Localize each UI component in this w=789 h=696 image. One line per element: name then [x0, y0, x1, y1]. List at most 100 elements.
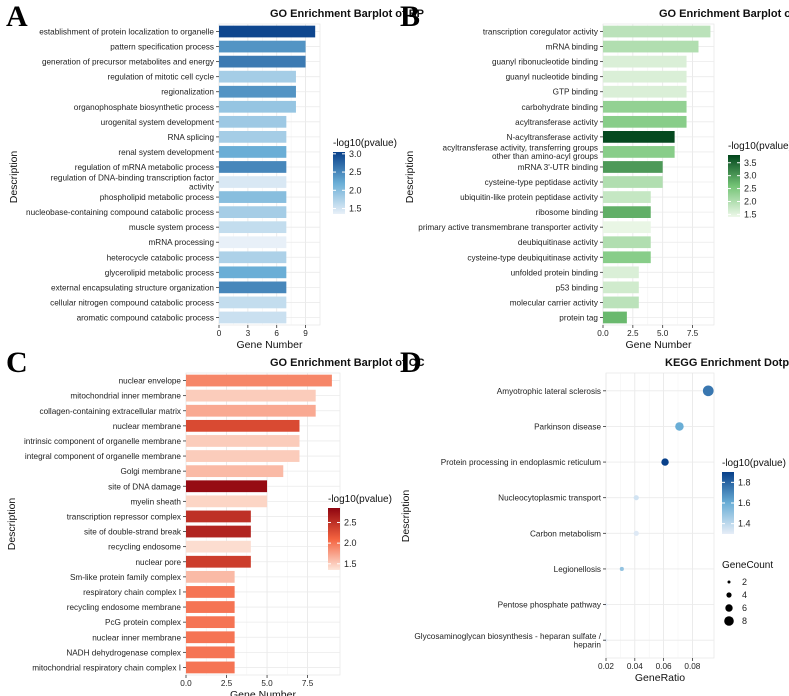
dot — [702, 385, 714, 397]
y-axis-title: Description — [8, 151, 20, 204]
bar — [603, 115, 687, 128]
bar — [186, 510, 251, 523]
bar — [186, 374, 332, 387]
bar — [219, 115, 287, 128]
x-axis-title: Gene Number — [626, 339, 692, 351]
category-label: acyltransferase activity — [515, 118, 599, 127]
category-label: carbohydrate binding — [522, 103, 599, 112]
bar — [603, 206, 651, 218]
bar — [603, 191, 651, 203]
dot — [633, 495, 639, 501]
size-legend-label: 4 — [742, 590, 747, 600]
category-label: Sm-like protein family complex — [70, 573, 181, 582]
bar — [603, 25, 711, 38]
panel-d: D KEGG Enrichment Dotplot 0.02 0.04 0.06 0.08… — [400, 346, 789, 684]
bar — [603, 100, 687, 113]
bar — [186, 631, 235, 644]
category-label: mitochondrial respiratory chain complex … — [32, 663, 181, 672]
legend-tick-label: 3.0 — [349, 149, 362, 159]
x-tick-label: 0.06 — [656, 662, 672, 671]
category-label: ubiquitin-like protein peptidase activit… — [460, 193, 599, 202]
category-label: recycling endosome — [108, 543, 181, 552]
bar — [603, 146, 675, 158]
category-label: Parkinson disease — [534, 422, 601, 431]
category-label: acyltransferase activity, transferring g… — [443, 144, 598, 153]
x-tick-label: 9 — [303, 329, 308, 338]
category-label: guanyl ribonucleotide binding — [492, 58, 599, 67]
legend-colorbar — [728, 155, 740, 217]
bar — [603, 251, 651, 264]
panel-label: D — [400, 346, 422, 379]
legend-tick-label: 1.5 — [349, 204, 362, 214]
category-label: phospholipid metabolic process — [100, 193, 214, 202]
y-axis-title: Description — [404, 151, 416, 204]
category-label: regulation of mRNA metabolic process — [75, 163, 214, 172]
category-label: cellular nitrogen compound catabolic pro… — [50, 298, 214, 307]
x-tick-label: 2.5 — [627, 329, 639, 338]
category-label: mRNA 3'-UTR binding — [518, 163, 599, 172]
size-legend-label: 8 — [742, 616, 747, 626]
category-label: Protein processing in endoplasmic reticu… — [441, 458, 601, 467]
plot-background — [185, 372, 341, 676]
category-label: NADH dehydrogenase complex — [66, 648, 181, 657]
bar — [603, 176, 663, 188]
panel-b: B GO Enrichment Barplot of MF 0.0 2.5 5.0 7.5… — [400, 0, 789, 351]
dot — [619, 566, 624, 571]
category-label: RNA splicing — [168, 133, 215, 142]
bar — [219, 100, 296, 113]
category-label: Carbon metabolism — [530, 529, 601, 538]
bar — [219, 176, 287, 188]
plot-background — [218, 23, 321, 326]
category-label: urogenital system development — [101, 118, 215, 127]
bar — [186, 661, 235, 674]
category-label: transcription coregulator activity — [483, 28, 599, 37]
category-label: myelin sheath — [130, 497, 181, 506]
category-label: muscle system process — [129, 223, 214, 232]
category-label: generation of precursor metabolites and … — [42, 58, 215, 67]
x-axis-title: GeneRatio — [635, 672, 685, 684]
x-tick-label: 0.0 — [180, 679, 192, 688]
x-tick-label: 0 — [217, 329, 222, 338]
legend-tick-label: 1.5 — [744, 209, 757, 219]
bar — [219, 191, 287, 203]
x-tick-label: 0.04 — [627, 662, 643, 671]
bar — [186, 555, 251, 568]
y-axis-title: Description — [400, 490, 412, 543]
category-label: protein tag — [559, 313, 598, 322]
category-label: PcG protein complex — [105, 618, 181, 627]
bar — [603, 55, 687, 68]
legend-title: -log10(pvalue) — [722, 458, 786, 469]
legend-tick-label: 1.5 — [344, 559, 357, 569]
category-label: nucleobase-containing compound catabolic… — [26, 208, 214, 217]
category-label: deubiquitinase activity — [518, 238, 599, 247]
panel-title: GO Enrichment Barplot of MF — [659, 8, 789, 20]
size-legend-dot — [727, 580, 731, 584]
legend-tick-label: 1.6 — [738, 498, 751, 508]
bar — [186, 525, 251, 538]
category-label: external encapsulating structure organiz… — [51, 283, 214, 292]
legend-tick-label: 2.5 — [349, 167, 362, 177]
category-label: Legionellosis — [554, 565, 601, 574]
category-label: collagen-containing extracellular matrix — [39, 407, 181, 416]
category-label: regulation of mitotic cell cycle — [108, 73, 215, 82]
bar — [603, 281, 639, 294]
bar — [219, 55, 306, 68]
category-label: nuclear pore — [135, 558, 181, 567]
legend-tick-label: 2.0 — [344, 538, 357, 548]
bar — [603, 266, 639, 279]
category-label: transcription repressor complex — [67, 512, 181, 521]
category-label: ribosome binding — [536, 208, 599, 217]
x-axis-title: Gene Number — [230, 689, 296, 696]
legend-tick-label: 1.4 — [738, 519, 751, 529]
x-tick-label: 5.0 — [261, 679, 273, 688]
x-tick-label: 7.5 — [302, 679, 314, 688]
bar — [603, 296, 639, 309]
category-label: p53 binding — [556, 283, 599, 292]
category-label: guanyl nucleotide binding — [506, 73, 599, 82]
bar — [186, 586, 235, 598]
bar — [219, 296, 287, 309]
panel-title: GO Enrichment Barplot of BP — [270, 8, 424, 20]
panel-a: A GO Enrichment Barplot of BP 0 3 6 9 establis… — [6, 0, 424, 351]
size-legend-title: GeneCount — [722, 560, 773, 571]
category-label: heterocycle catabolic process — [107, 253, 214, 262]
